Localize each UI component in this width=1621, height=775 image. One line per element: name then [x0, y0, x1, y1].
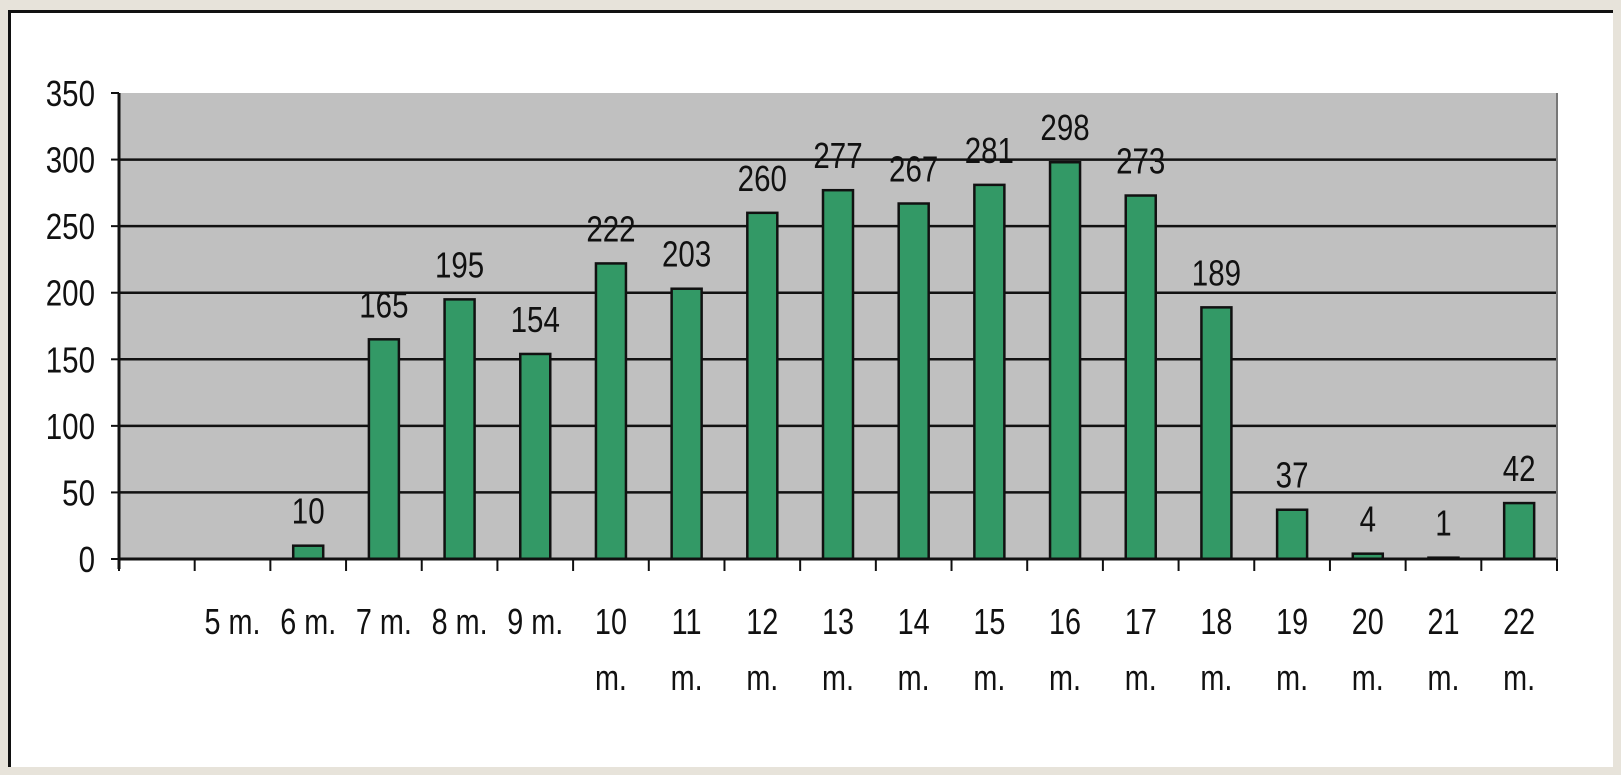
- x-tick-label: m.: [973, 657, 1005, 698]
- bar: [291, 544, 325, 561]
- y-tick-label: 150: [46, 339, 95, 379]
- data-label: 189: [1192, 253, 1241, 293]
- bar: [1048, 160, 1082, 561]
- x-tick-label: 14: [898, 601, 930, 642]
- x-tick-label: 5 m.: [205, 601, 261, 642]
- y-tick-label: 200: [46, 273, 95, 313]
- x-tick-label: 8 m.: [432, 601, 488, 642]
- data-label: 281: [965, 130, 1014, 170]
- data-label: 4: [1360, 499, 1376, 539]
- data-label: 37: [1276, 455, 1309, 495]
- x-tick-label: m.: [1049, 657, 1081, 698]
- x-tick-label: m.: [1352, 657, 1384, 698]
- data-label: 165: [359, 285, 408, 325]
- x-tick-label: 7 m.: [356, 601, 412, 642]
- x-tick-label: 19: [1276, 601, 1308, 642]
- x-tick-label: m.: [1427, 657, 1459, 698]
- y-axis-tick-labels: 0 50 100 150 200 250 300 350: [46, 73, 95, 579]
- data-label: 42: [1503, 448, 1536, 488]
- x-tick-label: m.: [671, 657, 703, 698]
- data-label: 195: [435, 245, 484, 285]
- y-tick-label: 350: [46, 73, 95, 113]
- x-tick-label: 6 m.: [280, 601, 336, 642]
- bar: [519, 352, 552, 561]
- data-label: 277: [813, 135, 862, 175]
- bar: [821, 188, 855, 561]
- data-labels: 10 165 195 154 222 203 260 277 267 281 298 273 189 37…: [292, 107, 1536, 543]
- x-tick-label: 20: [1352, 601, 1384, 642]
- x-tick-label: 10: [595, 601, 627, 642]
- bar: [1502, 501, 1536, 561]
- y-tick-label: 50: [62, 473, 95, 513]
- x-tick-label: m.: [822, 657, 854, 698]
- bar: [973, 183, 1006, 561]
- x-tick-label: m.: [1125, 657, 1157, 698]
- x-tick-label: 9 m.: [507, 601, 563, 642]
- y-tick-label: 250: [46, 206, 95, 246]
- bar: [1275, 508, 1309, 561]
- x-axis-tick-labels: 5 m. 6 m. 7 m. 8 m. 9 m. 10 m. 11 m. 12 m. 13 m. 14 m.…: [205, 601, 1536, 698]
- bar: [897, 202, 930, 561]
- bar: [746, 211, 779, 561]
- bar: [1200, 306, 1233, 561]
- bar: [594, 262, 628, 561]
- x-tick-label: 18: [1200, 601, 1232, 642]
- x-tick-label: m.: [595, 657, 627, 698]
- bar: [1124, 194, 1157, 561]
- data-label: 222: [586, 209, 635, 249]
- bar: [367, 338, 401, 561]
- data-label: 267: [889, 149, 938, 189]
- y-tick-label: 300: [46, 140, 95, 180]
- x-tick-label: 11: [672, 601, 702, 642]
- data-label: 10: [292, 491, 325, 531]
- y-tick-label: 100: [46, 406, 95, 446]
- bar: [670, 287, 703, 561]
- data-label: 298: [1040, 107, 1089, 147]
- data-label: 1: [1435, 503, 1451, 543]
- x-tick-label: 13: [822, 601, 854, 642]
- x-tick-label: m.: [1200, 657, 1232, 698]
- x-tick-label: m.: [1503, 657, 1535, 698]
- axes: [117, 93, 1558, 571]
- x-tick-label: 21: [1427, 601, 1459, 642]
- data-label: 203: [662, 234, 711, 274]
- x-tick-label: 22: [1503, 601, 1535, 642]
- x-tick-label: m.: [746, 657, 778, 698]
- x-tick-label: 12: [746, 601, 778, 642]
- x-tick-label: 17: [1125, 601, 1157, 642]
- data-label: 273: [1116, 141, 1165, 181]
- x-tick-label: m.: [1276, 657, 1308, 698]
- y-tick-label: 0: [79, 539, 95, 579]
- bar: [443, 298, 476, 561]
- x-tick-label: 16: [1049, 601, 1081, 642]
- data-label: 154: [511, 299, 560, 339]
- x-tick-label: m.: [898, 657, 930, 698]
- bars: [291, 160, 1536, 561]
- x-tick-label: 15: [973, 601, 1005, 642]
- data-label: 260: [738, 158, 787, 198]
